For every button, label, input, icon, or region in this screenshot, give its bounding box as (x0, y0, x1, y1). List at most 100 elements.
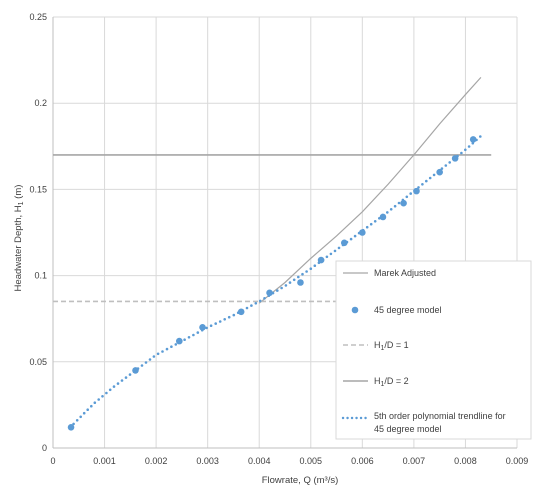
data-point-45-degree-model (176, 337, 183, 345)
data-point-45-degree-model (413, 187, 420, 195)
axes (52, 17, 517, 449)
trendline-dot (417, 186, 420, 189)
trendline-dot (479, 135, 482, 138)
x-tick-label: 0.001 (93, 456, 116, 466)
trendline-dot (428, 176, 432, 180)
legend-swatch-45-degree-model (351, 306, 359, 314)
trendline-dot (280, 286, 283, 290)
y-axis-title-prefix: Headwater Depth, H (13, 205, 24, 291)
trendline-dot (187, 336, 191, 339)
trendline-dot (337, 246, 341, 250)
trendline-dot (276, 289, 279, 292)
data-point-45-degree-model (297, 279, 304, 286)
trendline-dot (313, 264, 317, 268)
data-point-45-degree-model (199, 324, 206, 331)
legend-label-h1d-1: H1/D = 1 (374, 340, 409, 352)
y-tick-label: 0.1 (34, 271, 47, 281)
trendline-dot (148, 358, 152, 361)
trendline-dot (386, 211, 389, 214)
trendline-dot (196, 331, 200, 334)
y-tick-label: 0.05 (29, 357, 47, 367)
trendline-dot (329, 252, 333, 256)
trendline-dot (393, 204, 397, 208)
trendline-dot (460, 151, 463, 155)
legend-label-h1d-1-suffix: /D = 1 (384, 340, 408, 350)
trendline-dot (464, 148, 467, 152)
x-tick-label: 0.005 (300, 456, 323, 466)
trendline-dot (108, 388, 112, 392)
trendline-dot (192, 333, 195, 337)
legend-label-45-degree-model: 45 degree model (374, 305, 442, 315)
trendline-dot (101, 395, 104, 398)
trendline-dot (128, 373, 132, 376)
data-point-45-degree-model (451, 155, 459, 162)
legend-label-h1d-2-sub: 1 (381, 381, 385, 388)
x-tick-label: 0.003 (196, 456, 219, 466)
trendline-dot (325, 255, 329, 259)
legend-box (335, 260, 532, 440)
legend: Marek Adjusted 45 degree model H1/D = 1 … (335, 260, 532, 440)
x-tick-label: 0 (50, 456, 55, 466)
trendline-dot (301, 272, 304, 276)
trendline-dot (93, 401, 97, 405)
trendline-dot (448, 161, 452, 164)
trendline-dot (183, 338, 186, 342)
trendline-dot (389, 208, 393, 211)
trendline-dot (227, 315, 231, 319)
trendline-dot (86, 408, 89, 412)
trendline-dot (440, 167, 444, 170)
trendline-dot (120, 379, 124, 382)
trendline-dot (82, 411, 86, 415)
trendline-dot (90, 404, 93, 408)
x-tick-label: 0.007 (403, 456, 426, 466)
x-tick-label: 0.002 (145, 456, 168, 466)
x-axis-title: Flowrate, Q (m³/s) (262, 475, 339, 486)
y-tick-label: 0.25 (29, 12, 47, 22)
y-axis-title-suffix: (m) (13, 185, 24, 202)
trendline-dot (112, 385, 116, 388)
x-tick-label: 0.009 (506, 456, 529, 466)
trendline-dot (105, 391, 108, 395)
trendline-dot (174, 343, 178, 346)
trendline-dot (309, 267, 313, 271)
y-tick-label: 0.15 (29, 184, 47, 194)
trendline-dot (144, 361, 148, 364)
trendline-dot (205, 326, 208, 330)
trendline-dot (209, 324, 213, 328)
trendline-dot (165, 347, 169, 351)
data-point-45-degree-model (266, 289, 273, 297)
trendline-dot (263, 297, 266, 300)
trendline-dot (116, 382, 120, 385)
trendline-dot (156, 352, 160, 356)
trendline-dot (245, 306, 249, 310)
trendline-dot (305, 270, 308, 273)
data-point-45-degree-model (237, 308, 245, 316)
trendline-dot (140, 364, 144, 367)
trendline-dot (232, 313, 236, 317)
trendline-dot (369, 222, 373, 226)
y-axis-title-sub: 1 (18, 201, 25, 205)
x-tick-label: 0.006 (351, 456, 374, 466)
x-tick-label: 0.008 (454, 456, 477, 466)
data-point-45-degree-model (379, 213, 387, 221)
data-point-45-degree-model (132, 367, 139, 374)
trendline-dot (161, 350, 164, 353)
y-tick-label: 0 (42, 443, 47, 453)
trendline-dot (444, 164, 448, 167)
trendline-dot (152, 355, 156, 358)
trendline-dot (333, 249, 337, 253)
legend-label-trendline-line1: 5th order polynomial trendline for (374, 411, 506, 421)
trendline-dot (288, 281, 292, 284)
legend-label-trendline-line2: 45 degree model (374, 424, 442, 434)
trendline-dot (373, 220, 377, 223)
trendline-dot (218, 320, 222, 323)
trendline-dot (258, 299, 262, 303)
trendline-dot (405, 195, 409, 199)
plot-area (53, 76, 492, 431)
trendline-dot (467, 145, 471, 148)
trendline-dot (353, 234, 357, 238)
legend-label-h1d-2: H1/D = 2 (374, 376, 409, 388)
trendline-dot (170, 345, 173, 349)
